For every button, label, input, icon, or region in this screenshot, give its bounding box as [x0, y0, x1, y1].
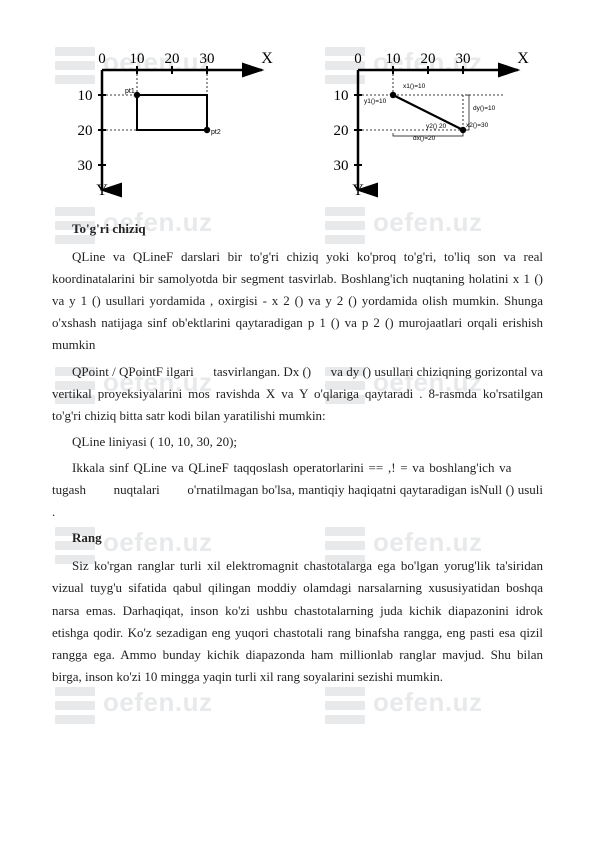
svg-text:10: 10 [386, 51, 401, 67]
svg-text:10: 10 [78, 88, 93, 104]
svg-text:pt2: pt2 [211, 129, 221, 136]
svg-text:30: 30 [334, 158, 349, 174]
svg-text:x2()=30: x2()=30 [466, 122, 489, 129]
svg-text:Y: Y [352, 182, 364, 199]
svg-text:20: 20 [334, 123, 349, 139]
svg-text:30: 30 [78, 158, 93, 174]
paragraph: Siz ko'rgan ranglar turli xil elektromag… [52, 555, 543, 688]
svg-text:Y: Y [96, 182, 108, 199]
svg-text:x1()=10: x1()=10 [403, 83, 426, 90]
paragraph: Ikkala sinf QLine va QLineF taqqoslash o… [52, 457, 543, 523]
section-title-line: To'g'ri chiziq [72, 218, 543, 240]
svg-text:dy()=10: dy()=10 [473, 105, 496, 112]
svg-text:X: X [261, 50, 273, 67]
svg-text:y2() 20: y2() 20 [426, 123, 447, 130]
section-title-color: Rang [72, 527, 543, 549]
svg-text:20: 20 [78, 123, 93, 139]
svg-text:0: 0 [98, 51, 106, 67]
svg-text:0: 0 [354, 51, 362, 67]
paragraph: QLine va QLineF darslari bir to'g'ri chi… [52, 246, 543, 356]
svg-text:20: 20 [165, 51, 180, 67]
chart-row: 0 10 20 30 X 10 20 30 Y [52, 30, 543, 200]
svg-text:30: 30 [200, 51, 215, 67]
code-line: QLine liniyasi ( 10, 10, 30, 20); [52, 431, 543, 453]
chart-right: 0 10 20 30 X 10 20 30 Y [308, 30, 543, 200]
svg-text:y1()=10: y1()=10 [364, 98, 387, 105]
chart-left: 0 10 20 30 X 10 20 30 Y [52, 30, 287, 200]
svg-text:20: 20 [421, 51, 436, 67]
svg-text:30: 30 [456, 51, 471, 67]
svg-text:X: X [517, 50, 529, 67]
svg-text:10: 10 [130, 51, 145, 67]
paragraph: QPoint / QPointF ilgari tasvirlangan. Dx… [52, 361, 543, 427]
svg-text:10: 10 [334, 88, 349, 104]
svg-text:pt1: pt1 [125, 88, 135, 95]
